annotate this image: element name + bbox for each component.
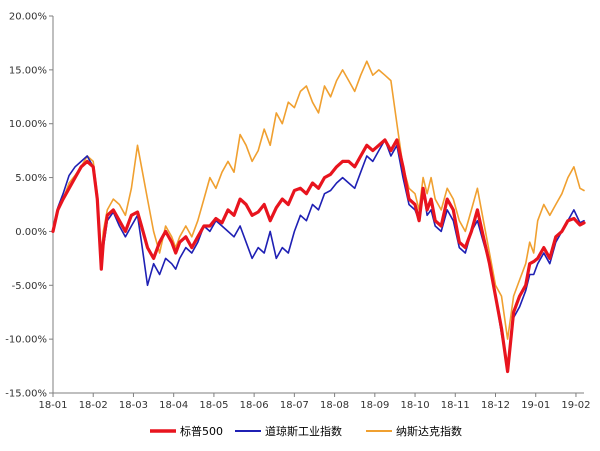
x-tick-label: 18-03 <box>119 400 148 411</box>
x-tick-label: 19-01 <box>521 400 550 411</box>
x-tick-label: 18-10 <box>401 400 430 411</box>
legend: 标普500 道琼斯工业指数 纳斯达克指数 <box>150 424 462 438</box>
y-axis: 20.00% 15.00% 10.00% 5.00% 0.00% -5.00% -10.00… <box>5 12 54 400</box>
legend-label-0: 标普500 <box>180 424 223 438</box>
y-tick-label: -10.00% <box>5 335 47 346</box>
x-tick-label: 18-01 <box>38 400 67 411</box>
series-lines <box>51 60 586 374</box>
x-tick-label: 19-02 <box>561 400 590 411</box>
y-tick-label: 10.00% <box>9 119 47 130</box>
x-tick-label: 18-09 <box>360 400 389 411</box>
y-tick-label: 0.00% <box>15 227 47 238</box>
y-tick-label: -15.00% <box>5 389 47 400</box>
series-line-0 <box>51 138 586 374</box>
x-tick-label: 18-07 <box>280 400 309 411</box>
series-line-2 <box>52 60 585 340</box>
y-tick-label: 5.00% <box>15 173 47 184</box>
x-tick-label: 18-08 <box>320 400 349 411</box>
legend-label-2: 纳斯达克指数 <box>396 424 462 438</box>
x-tick-label: 18-11 <box>441 400 470 411</box>
x-tick-label: 18-04 <box>159 400 188 411</box>
x-tick-label: 18-12 <box>481 400 510 411</box>
legend-label-1: 道琼斯工业指数 <box>265 424 342 438</box>
x-tick-label: 18-02 <box>79 400 108 411</box>
x-axis: 18-01 18-02 18-03 18-04 18-05 18-06 18-07 18-08… <box>38 392 590 411</box>
y-tick-label: -5.00% <box>12 281 47 292</box>
x-tick-label: 18-05 <box>199 400 228 411</box>
x-tick-label: 18-06 <box>240 400 269 411</box>
y-tick-label: 15.00% <box>9 65 47 76</box>
y-tick-label: 20.00% <box>9 12 47 23</box>
